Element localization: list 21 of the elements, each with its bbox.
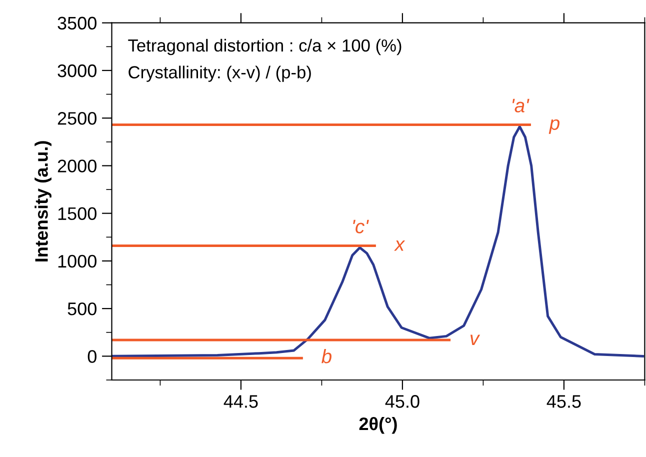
y-tick-label: 3000 [58,64,96,78]
y-tick-label: 3500 [58,16,96,30]
x-axis-title: 2θ(°) [359,416,397,434]
x-tick-label: 44.5 [224,395,258,408]
x-tick-label: 45.0 [385,395,420,408]
annotation: p [548,119,560,134]
annotation: x [394,240,406,251]
y-tick-label: 1000 [58,254,96,268]
y-tick-label: 500 [68,302,96,316]
x-tick-label: 45.5 [546,395,581,408]
annotation: v [470,334,480,346]
annotation: Crystallinity: (x-v) / (p-b) [128,66,311,82]
annotation: b [322,349,332,364]
y-axis-title: Intensity (a.u.) [34,141,52,262]
annotation: 'a' [512,98,530,112]
annotation: Tetragonal distortion : c/a × 100 (%) [128,38,402,56]
annotation: 'c' [353,220,369,234]
y-tick-label: 1500 [58,207,96,220]
y-tick-label: 2000 [58,160,96,172]
y-tick-label: 0 [88,350,96,363]
y-tick-label: 2500 [58,112,96,125]
